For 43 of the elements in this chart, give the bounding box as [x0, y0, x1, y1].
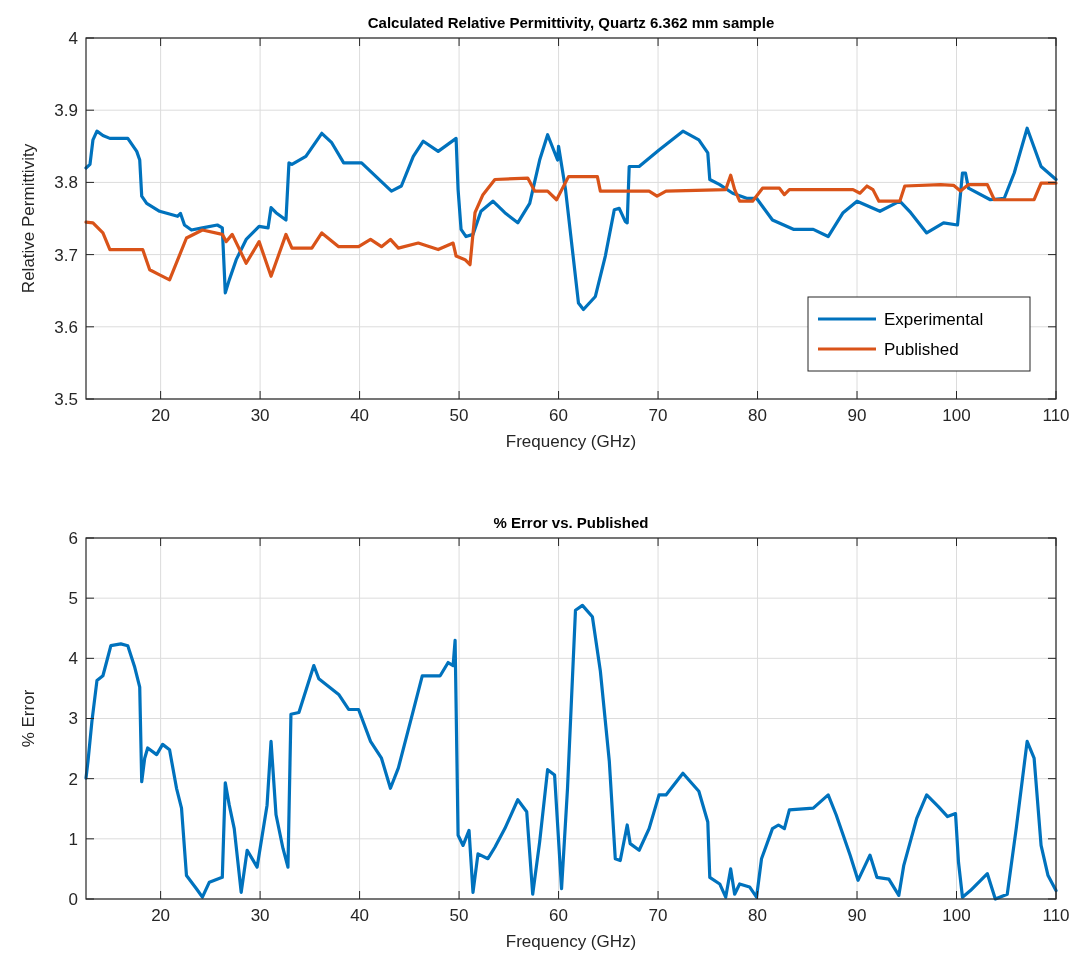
x-tick-label: 100 [942, 906, 971, 925]
y-tick-label: 4 [68, 649, 78, 669]
y-tick-label: 1 [68, 829, 78, 849]
x-tick-label: 50 [449, 906, 469, 925]
x-tick-label: 50 [449, 406, 469, 425]
x-tick-label: 60 [549, 406, 569, 425]
y-tick-label: 3 [68, 709, 78, 729]
x-tick-label: 90 [847, 406, 867, 425]
y-tick-label: 3.9 [54, 101, 78, 121]
x-tick-label: 90 [847, 906, 867, 925]
x-axis-title: Frequency (GHz) [505, 932, 637, 951]
x-tick-label: 70 [648, 406, 668, 425]
y-axis-title: % Error [19, 689, 38, 748]
x-tick-label: 70 [648, 906, 668, 925]
y-tick-label: 5 [68, 589, 78, 609]
x-tick-label: 20 [151, 406, 171, 425]
chart-title: Calculated Relative Permittivity, Quartz 6.362 mm sample [367, 14, 775, 31]
line-series [84, 126, 1058, 312]
y-tick-label: 3.8 [54, 173, 78, 193]
y-tick-label: 3.6 [54, 317, 78, 337]
y-tick-label: 3.7 [54, 245, 78, 265]
x-tick-label: 80 [748, 906, 767, 925]
y-tick-label: 0 [68, 889, 78, 909]
x-tick-label: 100 [942, 406, 971, 425]
x-tick-label: 110 [1042, 906, 1070, 925]
x-tick-label: 20 [151, 906, 171, 925]
x-tick-label: 30 [250, 406, 270, 425]
x-tick-label: 80 [748, 406, 767, 425]
x-tick-label: 40 [350, 406, 370, 425]
line-series [84, 173, 1058, 282]
y-tick-label: 3.5 [54, 389, 78, 409]
x-axis-title: Frequency (GHz) [505, 432, 637, 451]
y-tick-label: 6 [68, 528, 78, 548]
x-tick-label: 110 [1042, 406, 1070, 425]
x-tick-label: 40 [350, 906, 370, 925]
legend-label: Published [884, 339, 959, 359]
legend-label: Experimental [884, 309, 984, 329]
x-tick-label: 60 [549, 906, 569, 925]
chart-title: % Error vs. Published [493, 514, 649, 531]
y-tick-label: 4 [68, 28, 78, 48]
x-tick-label: 30 [250, 906, 270, 925]
y-axis-title: Relative Permittivity [19, 143, 38, 294]
y-tick-label: 2 [68, 769, 78, 789]
